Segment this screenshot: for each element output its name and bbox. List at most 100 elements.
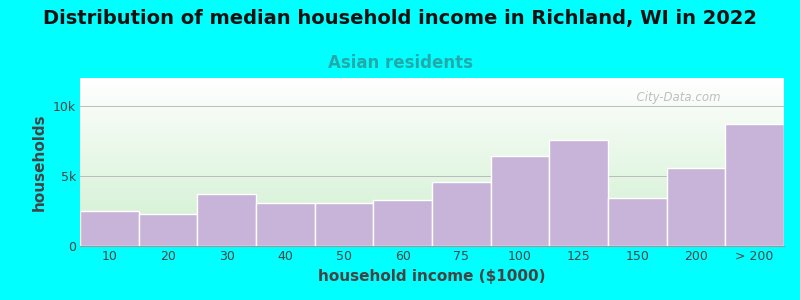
Bar [80, 90, 784, 92]
Bar [80, 159, 784, 160]
Bar [80, 169, 784, 170]
X-axis label: household income ($1000): household income ($1000) [318, 269, 546, 284]
Bar [80, 164, 784, 165]
Bar [80, 172, 784, 174]
Bar [608, 198, 666, 246]
Bar [80, 115, 784, 117]
Bar [80, 113, 784, 115]
Bar [80, 184, 784, 185]
Bar [80, 130, 784, 132]
Bar [80, 147, 784, 148]
Bar [80, 150, 784, 152]
Bar [80, 185, 784, 187]
Bar [80, 224, 784, 226]
Bar [80, 238, 784, 239]
Bar [80, 218, 784, 219]
Bar [80, 174, 784, 176]
Bar [432, 182, 490, 246]
Bar [80, 155, 784, 157]
Bar [80, 86, 784, 88]
Bar [80, 226, 784, 227]
Bar [80, 209, 784, 211]
Bar [80, 120, 784, 122]
Bar [80, 112, 784, 113]
Bar [80, 88, 784, 90]
Bar [80, 243, 784, 244]
Bar [80, 170, 784, 172]
Bar [198, 194, 256, 246]
Bar [138, 214, 198, 246]
Bar [80, 103, 784, 105]
Bar [80, 142, 784, 143]
Bar [80, 97, 784, 98]
Bar [80, 227, 784, 229]
Bar [80, 221, 784, 223]
Bar [80, 83, 784, 85]
Bar [80, 134, 784, 135]
Bar [80, 194, 784, 196]
Bar [80, 143, 784, 145]
Bar [80, 231, 784, 232]
Bar [256, 202, 314, 246]
Bar [80, 223, 784, 224]
Bar [80, 236, 784, 238]
Bar [80, 182, 784, 184]
Bar [80, 154, 784, 155]
Bar [80, 167, 784, 169]
Y-axis label: households: households [32, 113, 47, 211]
Bar [80, 95, 784, 97]
Bar [80, 201, 784, 202]
Bar [80, 98, 784, 100]
Bar [80, 78, 784, 80]
Bar [80, 160, 784, 162]
Bar [666, 168, 726, 246]
Bar [80, 211, 138, 246]
Bar [80, 187, 784, 189]
Bar [80, 93, 784, 95]
Bar [80, 196, 784, 197]
Bar [80, 192, 784, 194]
Bar [80, 190, 784, 192]
Bar [80, 105, 784, 106]
Bar [80, 106, 784, 108]
Bar [490, 156, 550, 246]
Bar [80, 140, 784, 142]
Bar [80, 219, 784, 221]
Bar [80, 152, 784, 154]
Bar [314, 202, 374, 246]
Bar [80, 127, 784, 128]
Text: Distribution of median household income in Richland, WI in 2022: Distribution of median household income … [43, 9, 757, 28]
Bar [80, 118, 784, 120]
Bar [80, 229, 784, 231]
Bar [80, 123, 784, 125]
Bar [80, 117, 784, 118]
Bar [80, 177, 784, 179]
Bar [80, 100, 784, 101]
Bar [80, 202, 784, 204]
Bar [80, 197, 784, 199]
Bar [80, 125, 784, 127]
Bar [80, 92, 784, 93]
Bar [80, 216, 784, 218]
Bar [80, 211, 784, 212]
Bar [80, 232, 784, 234]
Bar [80, 239, 784, 241]
Bar [80, 157, 784, 159]
Bar [80, 122, 784, 123]
Bar [80, 145, 784, 147]
Bar [80, 162, 784, 164]
Bar [80, 234, 784, 236]
Bar [726, 124, 784, 246]
Bar [80, 207, 784, 209]
Bar [80, 165, 784, 167]
Bar [80, 212, 784, 214]
Bar [80, 135, 784, 137]
Bar [80, 206, 784, 207]
Bar [80, 85, 784, 86]
Bar [80, 148, 784, 150]
Text: Asian residents: Asian residents [327, 54, 473, 72]
Bar [80, 241, 784, 243]
Bar [80, 80, 784, 81]
Text: City-Data.com: City-Data.com [629, 92, 721, 104]
Bar [80, 214, 784, 216]
